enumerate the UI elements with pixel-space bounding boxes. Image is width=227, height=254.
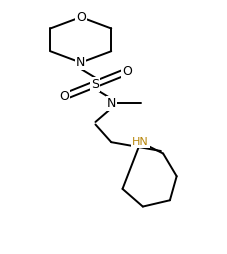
Text: O: O [76,11,86,24]
Text: S: S [91,77,99,91]
Text: N: N [76,56,86,69]
Text: HN: HN [132,137,149,147]
Text: N: N [106,97,116,109]
Text: O: O [59,90,69,103]
Text: O: O [122,65,132,78]
